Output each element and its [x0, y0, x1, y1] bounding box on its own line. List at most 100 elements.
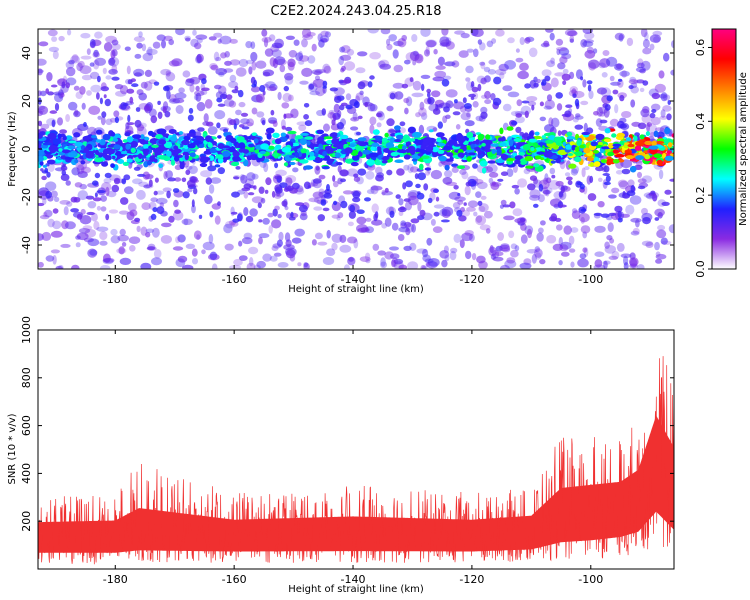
heatmap-cell — [324, 31, 331, 38]
heatmap-cell — [386, 43, 393, 51]
heatmap-cell — [68, 59, 75, 65]
heatmap-cell — [339, 46, 346, 53]
heatmap-cell — [454, 30, 466, 35]
heatmap-cell — [220, 52, 227, 59]
heatmap-cell — [219, 35, 232, 45]
heatmap-cell — [388, 129, 396, 134]
spectrogram-ticks: -180 -160 -140 -120 -100 -40 -20 0 20 40 — [20, 29, 674, 286]
heatmap-cell — [211, 263, 218, 269]
heatmap-cell — [345, 104, 353, 110]
heatmap-cell — [357, 137, 367, 142]
heatmap-cell — [408, 138, 416, 142]
heatmap-cell — [501, 136, 506, 143]
heatmap-cell — [202, 241, 215, 251]
heatmap-cell — [444, 164, 450, 171]
heatmap-cell — [464, 120, 475, 127]
x-tick-label: -120 — [459, 273, 484, 286]
heatmap-cell — [77, 60, 85, 68]
heatmap-cell — [113, 177, 121, 185]
heatmap-cell — [340, 200, 348, 209]
heatmap-cell — [600, 87, 612, 98]
heatmap-cell — [104, 172, 112, 179]
heatmap-cell — [188, 165, 198, 174]
heatmap-cell — [607, 151, 615, 157]
heatmap-cell — [371, 203, 379, 214]
heatmap-cell — [651, 92, 660, 100]
heatmap-cell — [516, 142, 527, 146]
heatmap-cell — [217, 38, 222, 44]
heatmap-cell — [507, 37, 515, 44]
heatmap-cell — [307, 55, 316, 64]
heatmap-cell — [545, 189, 550, 197]
heatmap-cell — [567, 30, 578, 37]
heatmap-cell — [499, 142, 507, 147]
snr-series-line — [38, 356, 674, 565]
heatmap-cell — [192, 258, 198, 265]
heatmap-cell — [140, 134, 145, 140]
heatmap-cell — [582, 29, 593, 34]
heatmap-cell — [619, 123, 627, 129]
heatmap-cell — [606, 56, 618, 67]
heatmap-cell — [60, 92, 65, 98]
heatmap-cell — [168, 129, 177, 134]
heatmap-cell — [366, 159, 375, 166]
heatmap-cell — [618, 180, 629, 190]
heatmap-cell — [499, 244, 511, 252]
heatmap-cell — [238, 101, 246, 108]
heatmap-cell — [656, 229, 667, 239]
heatmap-cell — [649, 148, 659, 155]
heatmap-cell — [168, 215, 175, 223]
heatmap-cell — [565, 104, 573, 108]
heatmap-cell — [195, 135, 204, 141]
heatmap-cell — [251, 173, 259, 180]
heatmap-cell — [655, 141, 665, 144]
x-tick-label: -180 — [103, 273, 128, 286]
heatmap-cell — [260, 197, 266, 204]
heatmap-cell — [419, 101, 425, 111]
heatmap-cell — [642, 80, 649, 86]
heatmap-cell — [181, 139, 190, 146]
heatmap-cell — [586, 46, 594, 54]
heatmap-cell — [94, 172, 101, 179]
heatmap-cell — [614, 205, 623, 213]
heatmap-cell — [478, 205, 486, 213]
heatmap-cell — [510, 243, 518, 250]
heatmap-cell — [249, 208, 258, 217]
heatmap-cell — [439, 42, 450, 47]
heatmap-cell — [339, 169, 349, 177]
heatmap-cell — [93, 220, 100, 230]
heatmap-cell — [326, 149, 334, 154]
heatmap-cell — [182, 70, 191, 78]
heatmap-cell — [163, 171, 168, 180]
heatmap-cell — [59, 200, 71, 205]
heatmap-cell — [115, 150, 122, 156]
heatmap-cell — [174, 155, 180, 162]
heatmap-cell — [488, 172, 499, 178]
heatmap-cell — [89, 249, 98, 256]
heatmap-cell — [199, 162, 208, 168]
heatmap-cell — [362, 96, 370, 106]
heatmap-cell — [251, 107, 258, 115]
heatmap-cell — [498, 137, 503, 142]
heatmap-cell — [65, 180, 71, 186]
heatmap-cell — [553, 136, 563, 143]
heatmap-cell — [588, 59, 600, 69]
heatmap-cell — [192, 29, 197, 36]
heatmap-cell — [299, 159, 309, 164]
heatmap-cell — [96, 190, 106, 194]
heatmap-cell — [617, 179, 628, 188]
heatmap-cell — [38, 202, 45, 207]
heatmap-cell — [476, 255, 486, 264]
heatmap-cell — [503, 215, 515, 221]
heatmap-cell — [144, 174, 154, 180]
heatmap-cell — [569, 141, 575, 146]
heatmap-cell — [637, 171, 642, 179]
heatmap-cell — [635, 155, 645, 161]
heatmap-cell — [242, 122, 254, 127]
heatmap-cell — [229, 59, 241, 66]
heatmap-cell — [425, 170, 430, 176]
heatmap-cell — [290, 211, 294, 218]
heatmap-cell — [421, 265, 428, 269]
heatmap-cell — [258, 219, 263, 223]
heatmap-cell — [550, 117, 560, 128]
